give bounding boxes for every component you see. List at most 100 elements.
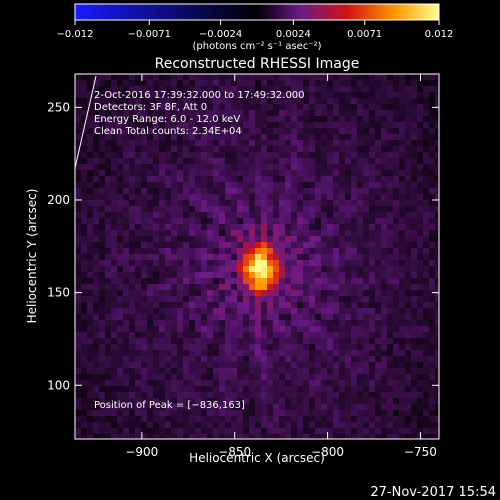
heatmap-cell xyxy=(363,182,370,189)
heatmap-cell xyxy=(153,122,160,129)
heatmap-cell xyxy=(111,260,118,267)
heatmap-cell xyxy=(81,332,88,339)
heatmap-cell xyxy=(225,158,232,165)
heatmap-cell xyxy=(315,326,322,333)
heatmap-cell xyxy=(201,302,208,309)
heatmap-cell xyxy=(207,212,214,219)
heatmap-cell xyxy=(195,308,202,315)
heatmap-cell xyxy=(327,110,334,117)
heatmap-cell xyxy=(369,80,376,87)
heatmap-cell xyxy=(123,206,130,213)
heatmap-cell xyxy=(249,212,256,219)
heatmap-cell xyxy=(369,104,376,111)
heatmap-cell xyxy=(429,170,436,177)
heatmap-cell xyxy=(75,320,82,327)
heatmap-cell xyxy=(435,224,439,231)
heatmap-cell xyxy=(267,296,274,303)
heatmap-cell xyxy=(345,110,352,117)
heatmap-cell xyxy=(321,266,328,273)
heatmap-cell xyxy=(399,272,406,279)
heatmap-cell xyxy=(207,146,214,153)
heatmap-cell xyxy=(435,218,439,225)
heatmap-cell xyxy=(219,182,226,189)
heatmap-cell xyxy=(243,410,250,417)
heatmap-cell xyxy=(429,164,436,171)
heatmap-cell xyxy=(213,242,220,249)
heatmap-cell xyxy=(177,356,184,363)
heatmap-cell xyxy=(219,146,226,153)
heatmap-cell xyxy=(429,224,436,231)
heatmap-cell xyxy=(207,128,214,135)
heatmap-cell xyxy=(279,212,286,219)
heatmap-cell xyxy=(387,128,394,135)
heatmap-cell xyxy=(429,380,436,387)
heatmap-cell xyxy=(417,386,424,393)
heatmap-cell xyxy=(237,308,244,315)
heatmap-cell xyxy=(261,92,268,99)
heatmap-cell xyxy=(261,134,268,141)
heatmap-cell xyxy=(147,344,154,351)
heatmap-cell xyxy=(411,80,418,87)
heatmap-cell xyxy=(285,296,292,303)
heatmap-cell xyxy=(225,350,232,357)
heatmap-cell xyxy=(129,374,136,381)
heatmap-cell xyxy=(123,278,130,285)
heatmap-cell xyxy=(117,314,124,321)
heatmap-cell xyxy=(429,128,436,135)
heatmap-cell xyxy=(165,428,172,435)
heatmap-cell xyxy=(75,170,82,177)
heatmap-cell xyxy=(165,170,172,177)
heatmap-cell xyxy=(141,332,148,339)
heatmap-cell xyxy=(207,122,214,129)
heatmap-cell xyxy=(357,386,364,393)
heatmap-cell xyxy=(165,374,172,381)
heatmap-cell xyxy=(93,434,100,439)
heatmap-cell xyxy=(339,428,346,435)
heatmap-cell xyxy=(399,290,406,297)
heatmap-cell xyxy=(417,278,424,285)
heatmap-cell xyxy=(435,278,439,285)
heatmap-cell xyxy=(177,242,184,249)
heatmap-cell xyxy=(219,242,226,249)
heatmap-cell xyxy=(279,194,286,201)
heatmap-cell xyxy=(117,146,124,153)
heatmap-cell xyxy=(423,128,430,135)
heatmap-cell xyxy=(327,278,334,285)
heatmap-cell xyxy=(87,314,94,321)
heatmap-cell xyxy=(273,134,280,141)
heatmap-cell xyxy=(297,74,304,81)
heatmap-cell xyxy=(75,290,82,297)
heatmap-cell xyxy=(75,296,82,303)
heatmap-cell xyxy=(135,92,142,99)
heatmap-cell xyxy=(99,434,106,439)
heatmap-cell xyxy=(141,380,148,387)
heatmap-cell xyxy=(87,80,94,87)
heatmap-cell xyxy=(135,278,142,285)
heatmap-cell xyxy=(225,98,232,105)
heatmap-cell xyxy=(201,164,208,171)
heatmap-cell xyxy=(219,338,226,345)
heatmap-cell xyxy=(393,200,400,207)
heatmap-cell xyxy=(375,422,382,429)
heatmap-cell xyxy=(267,392,274,399)
heatmap-cell xyxy=(243,140,250,147)
heatmap-cell xyxy=(405,296,412,303)
heatmap-cell xyxy=(327,194,334,201)
heatmap-cell xyxy=(393,350,400,357)
heatmap-cell xyxy=(267,248,274,255)
heatmap-cell xyxy=(147,428,154,435)
heatmap-cell xyxy=(213,284,220,291)
heatmap-cell xyxy=(285,140,292,147)
heatmap-cell xyxy=(243,188,250,195)
heatmap-cell xyxy=(249,302,256,309)
heatmap-cell xyxy=(87,296,94,303)
heatmap-cell xyxy=(237,392,244,399)
heatmap-cell xyxy=(351,380,358,387)
heatmap-cell xyxy=(417,98,424,105)
heatmap-cell xyxy=(213,182,220,189)
heatmap-cell xyxy=(135,236,142,243)
heatmap-cell xyxy=(123,236,130,243)
heatmap-cell xyxy=(297,356,304,363)
heatmap-cell xyxy=(81,260,88,267)
heatmap-cell xyxy=(243,218,250,225)
